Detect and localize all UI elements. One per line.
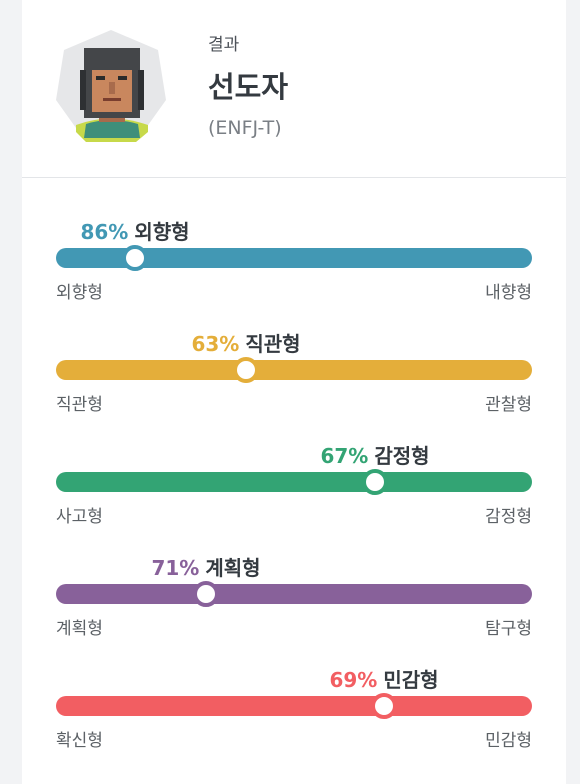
result-label: 결과 bbox=[208, 35, 240, 55]
trait-bar bbox=[56, 584, 532, 604]
trait-heading: 63% 직관형 bbox=[191, 328, 300, 357]
trait-slider-knob[interactable] bbox=[193, 581, 219, 607]
trait-right-label: 내향형 bbox=[485, 283, 532, 303]
trait-left-label: 사고형 bbox=[56, 507, 103, 527]
result-card: 결과 선도자 (ENFJ-T) 86% 외향형 외향형 내향형 63% 직관형 직관… bbox=[22, 0, 566, 784]
trait-extraversion: 86% 외향형 외향형 내향형 bbox=[56, 216, 532, 316]
trait-slider-knob[interactable] bbox=[362, 469, 388, 495]
trait-percent: 63% bbox=[191, 332, 240, 356]
trait-slider-knob[interactable] bbox=[371, 693, 397, 719]
trait-bar bbox=[56, 360, 532, 380]
trait-left-label: 직관형 bbox=[56, 395, 103, 415]
trait-left-label: 외향형 bbox=[56, 283, 103, 303]
trait-intuition: 63% 직관형 직관형 관찰형 bbox=[56, 328, 532, 428]
trait-slider-knob[interactable] bbox=[122, 245, 148, 271]
result-header: 결과 선도자 (ENFJ-T) bbox=[22, 0, 566, 178]
trait-left-label: 계획형 bbox=[56, 619, 103, 639]
trait-name: 직관형 bbox=[245, 332, 301, 356]
trait-right-label: 탐구형 bbox=[485, 619, 532, 639]
avatar bbox=[56, 30, 166, 142]
trait-heading: 69% 민감형 bbox=[329, 664, 438, 693]
trait-name: 감정형 bbox=[374, 444, 430, 468]
trait-slider-knob[interactable] bbox=[233, 357, 259, 383]
personality-type-name: 선도자 bbox=[208, 70, 289, 104]
trait-percent: 69% bbox=[329, 668, 378, 692]
trait-percent: 86% bbox=[80, 220, 129, 244]
trait-bar bbox=[56, 472, 532, 492]
trait-name: 계획형 bbox=[205, 556, 261, 580]
personality-type-code: (ENFJ-T) bbox=[208, 117, 282, 139]
trait-heading: 71% 계획형 bbox=[151, 552, 260, 581]
trait-percent: 71% bbox=[151, 556, 200, 580]
trait-name: 외향형 bbox=[134, 220, 190, 244]
trait-turbulent: 69% 민감형 확신형 민감형 bbox=[56, 664, 532, 764]
trait-right-label: 감정형 bbox=[485, 507, 532, 527]
trait-right-label: 관찰형 bbox=[485, 395, 532, 415]
trait-judging: 71% 계획형 계획형 탐구형 bbox=[56, 552, 532, 652]
trait-percent: 67% bbox=[320, 444, 369, 468]
trait-heading: 86% 외향형 bbox=[80, 216, 189, 245]
trait-heading: 67% 감정형 bbox=[320, 440, 429, 469]
trait-bar bbox=[56, 696, 532, 716]
trait-left-label: 확신형 bbox=[56, 731, 103, 751]
trait-feeling: 67% 감정형 사고형 감정형 bbox=[56, 440, 532, 540]
trait-bar bbox=[56, 248, 532, 268]
trait-right-label: 민감형 bbox=[485, 731, 532, 751]
trait-name: 민감형 bbox=[383, 668, 439, 692]
